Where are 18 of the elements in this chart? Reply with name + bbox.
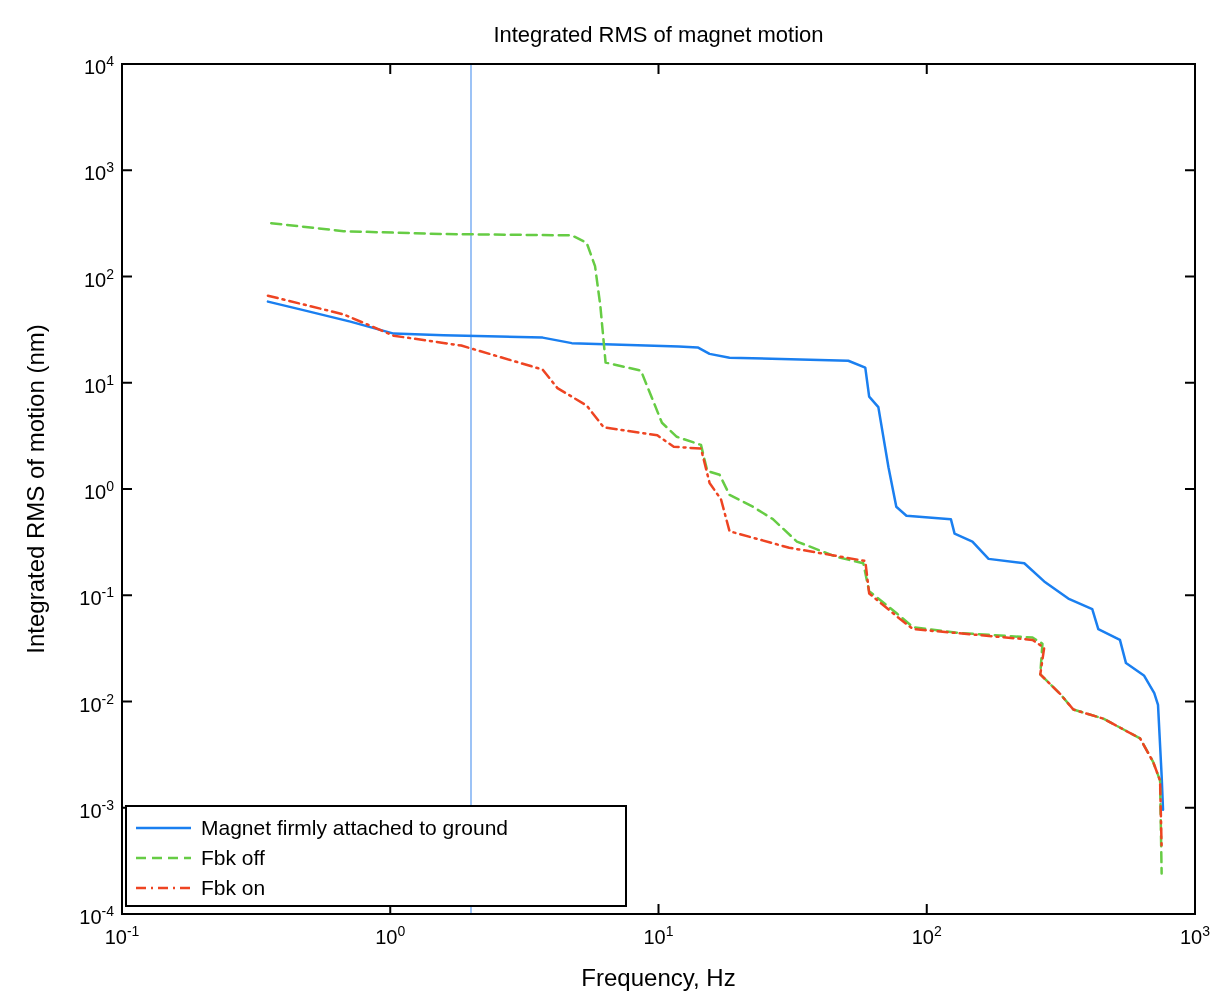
y-tick-label: 10$^{-2}$ (79, 690, 115, 716)
x-tick-label: 10$^{0}$ (375, 923, 406, 948)
x-tick-label: 10$^{3}$ (1179, 923, 1211, 948)
x-tick-label: 10$^{2}$ (911, 923, 942, 948)
y-tick-label: 10$^{-1}$ (79, 584, 115, 610)
y-axis-title: Integrated RMS of motion (nm) (22, 324, 49, 654)
y-tick-label: 10$^{0}$ (83, 478, 115, 503)
legend-label: Magnet firmly attached to ground (201, 816, 509, 839)
x-tick-label: 10$^{1}$ (643, 923, 674, 948)
legend-label: Fbk on (201, 876, 266, 899)
legend-label: Fbk off (201, 846, 265, 869)
y-tick-label: 10$^{2}$ (83, 265, 115, 291)
y-tick-label: 10$^{1}$ (83, 371, 115, 397)
x-axis-title: Frequency, Hz (581, 964, 736, 991)
y-tick-label: 10$^{4}$ (83, 53, 115, 78)
y-tick-label: 10$^{3}$ (83, 159, 115, 185)
chart-title: Integrated RMS of magnet motion (493, 22, 824, 47)
y-tick-label: 10$^{-3}$ (79, 796, 115, 822)
